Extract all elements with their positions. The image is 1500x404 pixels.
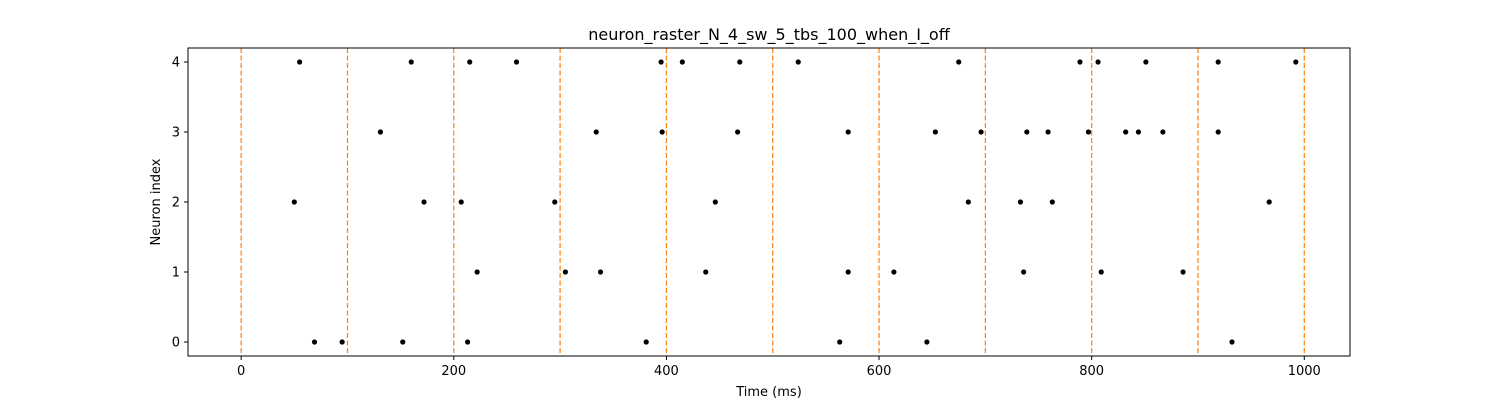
x-tick-label: 200 xyxy=(441,364,466,379)
spike-point xyxy=(795,59,801,65)
spike-point xyxy=(1017,199,1024,205)
spike-point xyxy=(924,339,930,345)
spike-point xyxy=(377,129,384,135)
plot-frame xyxy=(187,47,1351,357)
x-axis: 0 200 400 600 800 1000 xyxy=(237,356,1321,379)
spike-point xyxy=(1180,269,1186,275)
y-tick-label: 1 xyxy=(172,266,180,281)
spike-point xyxy=(1077,59,1083,65)
spike-point xyxy=(465,339,471,345)
spike-point xyxy=(467,59,473,65)
spike-point xyxy=(1024,129,1030,135)
spike-point xyxy=(339,339,345,345)
spike-points-layer xyxy=(291,59,1299,345)
spike-point xyxy=(1045,129,1051,135)
spike-point xyxy=(297,59,303,65)
spike-point xyxy=(735,129,741,135)
spike-point xyxy=(1098,269,1104,275)
spike-point xyxy=(1095,59,1101,65)
spike-point xyxy=(1229,339,1235,345)
spike-point xyxy=(1085,129,1092,135)
spike-point xyxy=(1293,59,1299,65)
y-axis: 0 1 2 3 4 xyxy=(172,56,188,351)
spike-point xyxy=(1266,199,1272,205)
x-tick-label: 1000 xyxy=(1288,364,1321,379)
spike-point xyxy=(658,59,664,65)
spike-point xyxy=(1215,59,1221,65)
x-tick-label: 600 xyxy=(867,364,892,379)
spike-point xyxy=(891,269,897,275)
spike-point xyxy=(562,269,569,275)
spike-point xyxy=(458,199,464,205)
spike-point xyxy=(597,269,604,275)
spike-point xyxy=(552,199,558,205)
x-tick-label: 0 xyxy=(237,364,245,379)
spike-point xyxy=(932,129,938,135)
y-tick-label: 3 xyxy=(172,126,180,141)
y-tick-label: 4 xyxy=(172,56,180,71)
spike-point xyxy=(421,199,427,205)
x-tick-label: 400 xyxy=(654,364,679,379)
spike-point xyxy=(1021,269,1027,275)
spike-point xyxy=(956,59,962,65)
spike-point xyxy=(513,59,520,65)
y-axis-label: Neuron index xyxy=(149,158,164,245)
spike-point xyxy=(659,129,665,135)
spike-point xyxy=(311,339,318,345)
spike-point xyxy=(593,129,599,135)
spike-point xyxy=(1215,129,1221,135)
spike-point xyxy=(1160,129,1166,135)
x-axis-label: Time (ms) xyxy=(735,385,802,400)
spike-point xyxy=(1143,59,1149,65)
spike-point xyxy=(1049,199,1055,205)
y-tick-label: 2 xyxy=(172,196,180,211)
spike-point xyxy=(679,59,685,65)
spike-point xyxy=(978,129,984,135)
spike-point xyxy=(408,59,414,65)
spike-point xyxy=(845,129,851,135)
spike-point xyxy=(712,199,718,205)
spike-point xyxy=(474,269,480,275)
spike-point xyxy=(1135,129,1142,135)
spike-point xyxy=(845,269,851,275)
spike-point xyxy=(737,59,743,65)
spike-point xyxy=(703,269,709,275)
spike-point xyxy=(837,339,843,345)
vlines-layer xyxy=(240,48,1305,356)
x-tick-label: 800 xyxy=(1079,364,1104,379)
spike-point xyxy=(400,339,406,345)
chart-title: neuron_raster_N_4_sw_5_tbs_100_when_I_of… xyxy=(588,25,950,45)
spike-point xyxy=(1123,129,1129,135)
spike-point xyxy=(291,199,297,205)
y-tick-label: 0 xyxy=(172,336,180,351)
spike-point xyxy=(965,199,971,205)
spike-point xyxy=(643,339,649,345)
